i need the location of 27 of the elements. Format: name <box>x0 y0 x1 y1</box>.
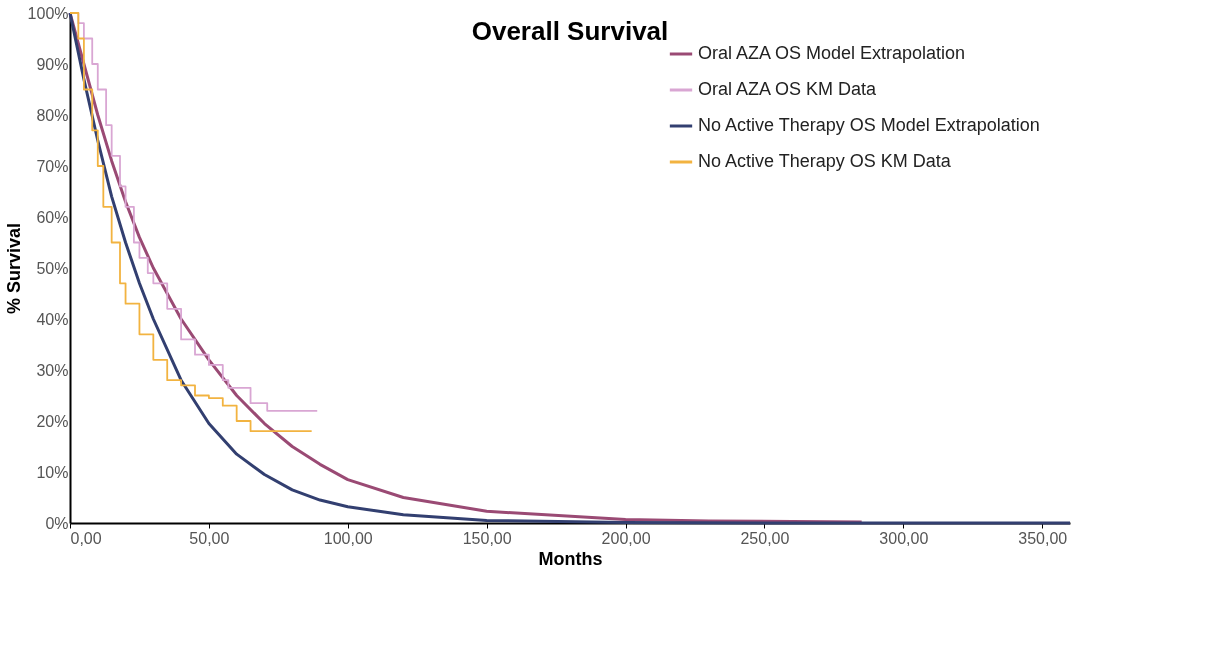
y-tick-label: 0% <box>45 514 69 532</box>
line-series <box>68 11 1072 525</box>
y-tick-label: 20% <box>36 412 69 430</box>
y-tick-label: 10% <box>36 463 69 481</box>
legend-label: Oral AZA OS Model Extrapolation <box>698 43 966 63</box>
x-tick-label: 150,00 <box>462 529 512 547</box>
x-tick-label: 200,00 <box>601 529 651 547</box>
y-tick-label: 30% <box>36 361 69 379</box>
x-axis-title: Months <box>538 548 603 569</box>
y-tick-label: 80% <box>36 106 69 124</box>
y-tick-label: 40% <box>36 310 69 328</box>
y-axis-title: % Survival <box>3 222 24 315</box>
chart-title: Overall Survival <box>471 16 669 46</box>
x-tick-label: 250,00 <box>740 529 790 547</box>
legend-label: No Active Therapy OS Model Extrapolation <box>698 115 1040 135</box>
x-tick-label: 300,00 <box>879 529 929 547</box>
y-tick-label: 90% <box>36 55 69 73</box>
x-tick-label: 350,00 <box>1018 529 1068 547</box>
x-tick-label: 100,00 <box>323 529 373 547</box>
y-tick-label: 70% <box>36 157 69 175</box>
y-tick-label: 100% <box>27 4 69 22</box>
legend-label: Oral AZA OS KM Data <box>698 79 878 99</box>
legend-label: No Active Therapy OS KM Data <box>698 151 952 171</box>
x-tick-label: 50,00 <box>189 529 230 547</box>
x-tick-label: 0,00 <box>70 529 102 547</box>
y-tick-label: 60% <box>36 208 69 226</box>
y-tick-label: 50% <box>36 259 69 277</box>
